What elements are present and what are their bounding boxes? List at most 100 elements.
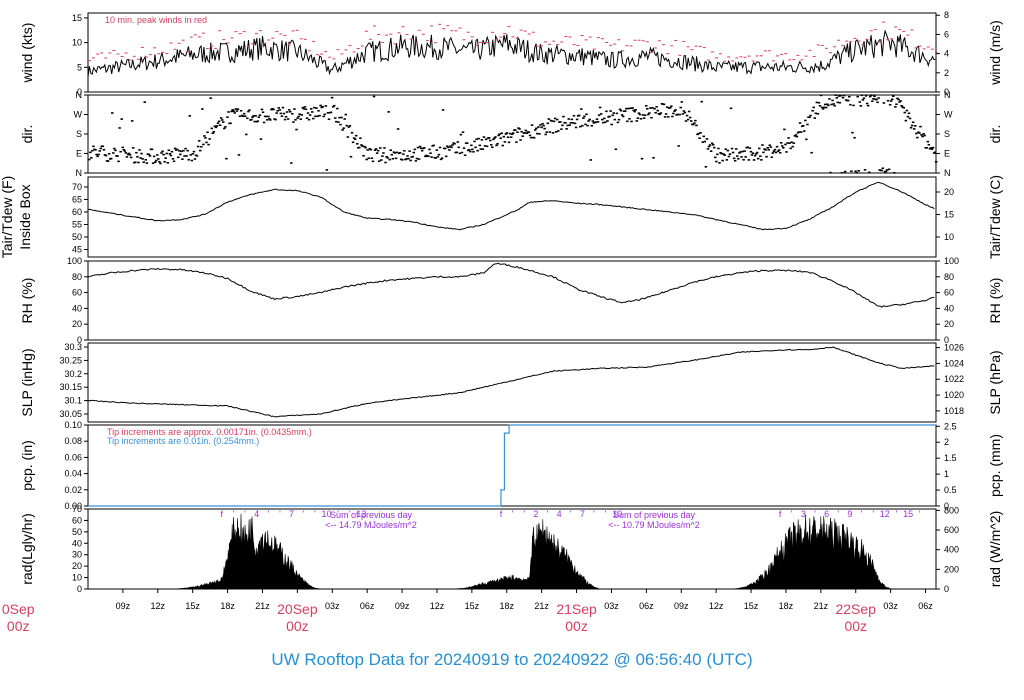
dir-left-tick-label: N <box>76 90 83 100</box>
rad-ylabel-right: rad (W/m^2) <box>987 511 1003 588</box>
rad-ylabel-left: rad(Lgly/hr) <box>19 513 35 585</box>
rad-left-tick-label: 40 <box>72 538 82 548</box>
slp-right-tick-label: 1024 <box>944 358 964 368</box>
day-label-date: 20Sep <box>277 601 318 617</box>
rad-hour-marker: 9 <box>847 509 852 519</box>
slp-right-tick-label: 1022 <box>944 374 964 384</box>
rad-hour-marker: 2 <box>533 509 538 519</box>
pcp-left-tick-label: 0.00 <box>64 501 82 511</box>
rh-panel-frame <box>87 260 937 341</box>
temp-series <box>87 181 935 231</box>
rad-hour-marker: 15 <box>903 509 913 519</box>
dir-right-tick-label: W <box>944 110 953 120</box>
wind-left-tick-label: 15 <box>72 13 82 23</box>
x-tick-label: 18z <box>500 601 515 611</box>
rad-hour-marker: 12 <box>880 509 890 519</box>
rad-sum-line1: Sum of previous day <box>330 510 413 520</box>
rad-hour-marker: ' <box>837 509 839 519</box>
day-label-date: 0Sep <box>2 601 35 617</box>
temp-left-tick-label: 45 <box>72 245 82 255</box>
rad-day-3 <box>733 514 891 590</box>
x-tick-label: 12z <box>709 601 724 611</box>
rh-left-tick-label: 0 <box>77 335 82 345</box>
rad-hour-marker: f <box>221 509 224 519</box>
figure-title: UW Rooftop Data for 20240919 to 20240922… <box>271 650 752 669</box>
rad-left-tick-label: 20 <box>72 561 82 571</box>
rh-right-tick-label: 20 <box>944 319 954 329</box>
x-tick-label: 09z <box>116 601 131 611</box>
day-label-date: 21Sep <box>556 601 597 617</box>
rad-hour-marker: ' <box>861 509 863 519</box>
x-tick-label: 12z <box>151 601 166 611</box>
dir-left-tick-label: W <box>74 110 83 120</box>
pcp-left-tick-label: 0.10 <box>64 420 82 430</box>
slp-right-tick-label: 1026 <box>944 343 964 353</box>
pcp-left-tick-label: 0.08 <box>64 436 82 446</box>
dir-right-tick-label: S <box>944 129 950 139</box>
temp-left-tick-label: 55 <box>72 220 82 230</box>
pcp-left-tick-label: 0.04 <box>64 469 82 479</box>
rad-hour-marker: ' <box>244 509 246 519</box>
rad-hour-marker: 4 <box>254 509 259 519</box>
wind-ylabel-right: wind (m/s) <box>987 20 1003 86</box>
rh-ylabel-left: RH (%) <box>19 278 35 324</box>
rh-right-tick-label: 80 <box>944 272 954 282</box>
pcp-left-tick-label: 0.06 <box>64 452 82 462</box>
x-tick-label: 21z <box>255 601 270 611</box>
rad-left-tick-label: 30 <box>72 550 82 560</box>
rad-hour-marker: ' <box>896 509 898 519</box>
rad-hour-marker: ' <box>523 509 525 519</box>
rad-hour-marker: f <box>500 509 503 519</box>
day-label-date: 22Sep <box>835 601 876 617</box>
wind-left-tick-label: 0 <box>77 87 82 97</box>
temp-right-tick-label: 15 <box>944 210 954 220</box>
rad-right-tick-label: 600 <box>944 525 959 535</box>
rad-hour-marker: ' <box>279 509 281 519</box>
temp-panel-frame <box>87 176 937 258</box>
rad-left-tick-label: 0 <box>77 584 82 594</box>
slp-right-tick-label: 1018 <box>944 406 964 416</box>
slp-ylabel-right: SLP (hPa) <box>987 350 1003 414</box>
pcp-right-tick-label: 1 <box>944 469 949 479</box>
slp-series <box>87 346 935 418</box>
rh-right-tick-label: 60 <box>944 288 954 298</box>
dir-left-tick-label: N <box>76 168 83 178</box>
temp-ylabel-left: Tair/Tdew (F) <box>0 176 15 258</box>
pcp-right-tick-label: 0.5 <box>944 485 957 495</box>
x-tick-label: 21z <box>534 601 549 611</box>
rad-right-tick-label: 0 <box>944 584 949 594</box>
slp-left-tick-label: 30.3 <box>64 342 82 352</box>
x-tick-label: 21z <box>814 601 829 611</box>
x-tick-label: 03z <box>883 601 898 611</box>
rad-hour-marker: ' <box>267 509 269 519</box>
rad-hour-marker: 3 <box>801 509 806 519</box>
pcp-annotation-2: Tip increments are 0.01in. (0.254mm.) <box>107 436 259 446</box>
pcp-annotation-1: Tip increments are approx. 0.00171in. (0… <box>107 427 312 437</box>
rad-sum-line1: Sum of previous day <box>613 510 696 520</box>
wind-left-tick-label: 5 <box>77 62 82 72</box>
wind-right-tick-label: 2 <box>944 68 949 78</box>
day-label-time: 00z <box>286 618 309 634</box>
rh-right-tick-label: 0 <box>944 335 949 345</box>
x-tick-label: 18z <box>779 601 794 611</box>
rh-right-tick-label: 40 <box>944 303 954 313</box>
temp-left-tick-label: 50 <box>72 232 82 242</box>
pcp-right-tick-label: 2.5 <box>944 421 957 431</box>
rad-hour-marker: ' <box>337 509 339 519</box>
rad-day-2 <box>454 519 600 590</box>
rad-left-tick-label: 50 <box>72 527 82 537</box>
temp-right-tick-label: 20 <box>944 187 954 197</box>
x-tick-label: 03z <box>325 601 340 611</box>
rh-left-tick-label: 60 <box>72 288 82 298</box>
dir-left-tick-label: E <box>76 149 82 159</box>
day-label-time: 00z <box>7 618 30 634</box>
rad-hour-marker: ' <box>570 509 572 519</box>
rh-series <box>87 262 935 308</box>
rh-right-tick-label: 100 <box>944 256 959 266</box>
dir-left-tick-label: S <box>76 129 82 139</box>
x-tick-label: 12z <box>430 601 445 611</box>
x-tick-label: 06z <box>639 601 654 611</box>
wind-left-tick-label: 10 <box>72 38 82 48</box>
x-tick-label: 09z <box>674 601 689 611</box>
